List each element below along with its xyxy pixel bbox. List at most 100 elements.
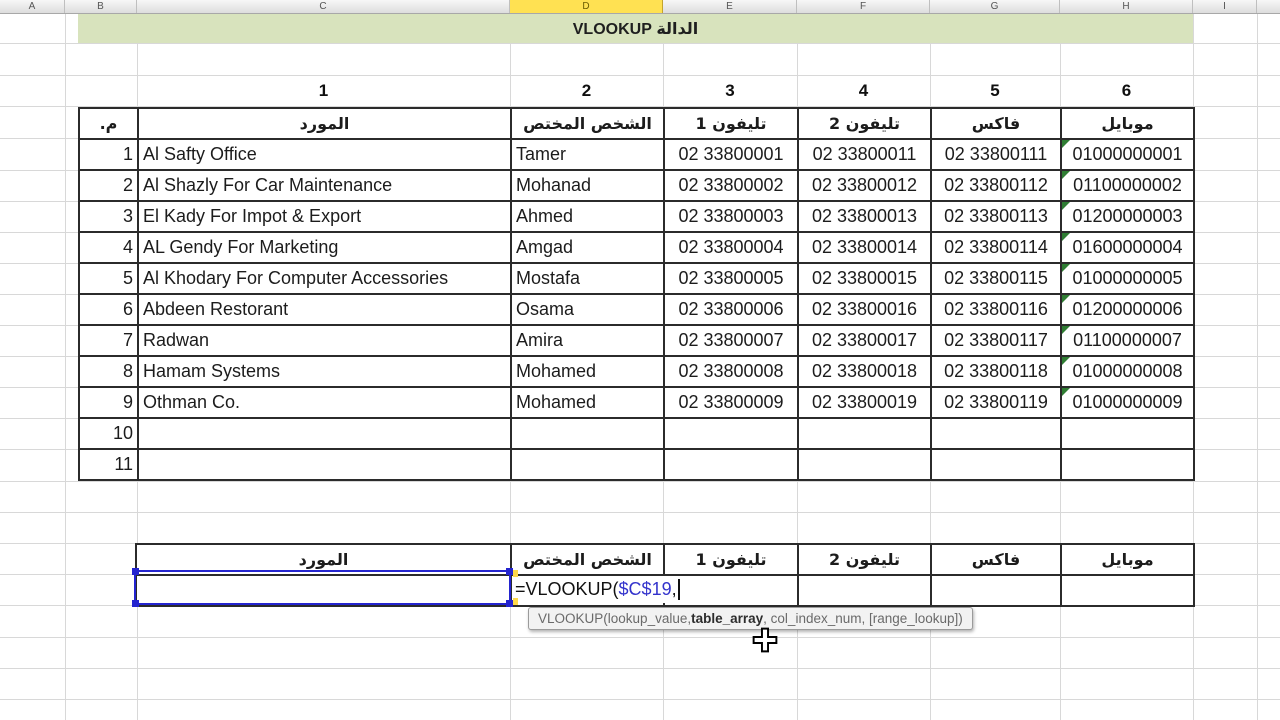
column-index-cell[interactable]: 1 bbox=[318, 80, 329, 100]
column-header-supplier[interactable]: المورد bbox=[137, 107, 512, 140]
cell-person[interactable]: Mohanad bbox=[510, 169, 665, 202]
cell-tel2[interactable]: 02 33800011 bbox=[797, 138, 932, 171]
cell-supplier[interactable] bbox=[135, 574, 512, 607]
cell-num[interactable]: 9 bbox=[78, 386, 139, 419]
cell-tel2[interactable]: 02 33800013 bbox=[797, 200, 932, 233]
selection-handle[interactable] bbox=[506, 600, 513, 607]
cell-tel1[interactable]: 02 33800008 bbox=[663, 355, 799, 388]
formula-edit-cell[interactable]: =VLOOKUP($C$19, bbox=[512, 576, 697, 603]
cell-fax[interactable]: 02 33800119 bbox=[930, 386, 1062, 419]
cell-tel1[interactable]: 02 33800005 bbox=[663, 262, 799, 295]
cell-tel2[interactable] bbox=[797, 448, 932, 481]
cell-tel1[interactable]: 02 33800003 bbox=[663, 200, 799, 233]
cell-tel2[interactable]: 02 33800015 bbox=[797, 262, 932, 295]
cell-fax[interactable] bbox=[930, 574, 1062, 607]
cell-tel1[interactable]: 02 33800006 bbox=[663, 293, 799, 326]
column-header-E[interactable]: E bbox=[663, 0, 797, 13]
cell-supplier[interactable]: Al Khodary For Computer Accessories bbox=[137, 262, 512, 295]
column-header-tel2[interactable]: تليفون 2 bbox=[797, 107, 932, 140]
cell-fax[interactable]: 02 33800117 bbox=[930, 324, 1062, 357]
selection-handle[interactable] bbox=[132, 568, 139, 575]
cell-num[interactable]: 10 bbox=[78, 417, 139, 450]
cell-supplier[interactable]: AL Gendy For Marketing bbox=[137, 231, 512, 264]
cell-supplier[interactable]: Al Safty Office bbox=[137, 138, 512, 171]
cell-supplier[interactable] bbox=[137, 448, 512, 481]
cell-tel2[interactable]: 02 33800017 bbox=[797, 324, 932, 357]
cell-tel2[interactable] bbox=[797, 417, 932, 450]
cell-tel1[interactable]: 02 33800004 bbox=[663, 231, 799, 264]
cell-supplier[interactable] bbox=[137, 417, 512, 450]
column-header-A[interactable]: A bbox=[0, 0, 65, 13]
cell-tel2[interactable]: 02 33800018 bbox=[797, 355, 932, 388]
cell-fax[interactable]: 02 33800115 bbox=[930, 262, 1062, 295]
column-header-fax[interactable]: فاكس bbox=[930, 543, 1062, 576]
cell-num[interactable]: 7 bbox=[78, 324, 139, 357]
cell-tel1[interactable]: 02 33800009 bbox=[663, 386, 799, 419]
cell-supplier[interactable]: Abdeen Restorant bbox=[137, 293, 512, 326]
cell-tel1[interactable]: 02 33800007 bbox=[663, 324, 799, 357]
cell-num[interactable]: 3 bbox=[78, 200, 139, 233]
cell-fax[interactable]: 02 33800116 bbox=[930, 293, 1062, 326]
cell-num[interactable]: 8 bbox=[78, 355, 139, 388]
cell-fax[interactable] bbox=[930, 417, 1062, 450]
column-header-D[interactable]: D bbox=[510, 0, 663, 13]
cell-supplier[interactable]: Al Shazly For Car Maintenance bbox=[137, 169, 512, 202]
cell-fax[interactable]: 02 33800112 bbox=[930, 169, 1062, 202]
cell-supplier[interactable]: El Kady For Impot & Export bbox=[137, 200, 512, 233]
cell-mobile[interactable]: 01100000007 bbox=[1060, 324, 1195, 357]
cell-num[interactable]: 2 bbox=[78, 169, 139, 202]
title-banner-cell[interactable]: الدالة VLOOKUP bbox=[78, 14, 1193, 43]
cell-mobile[interactable] bbox=[1060, 574, 1195, 607]
column-index-cell[interactable]: 2 bbox=[581, 80, 592, 100]
column-header-mobile[interactable]: موبايل bbox=[1060, 107, 1195, 140]
column-header-tel2[interactable]: تليفون 2 bbox=[797, 543, 932, 576]
cell-mobile[interactable]: 01200000006 bbox=[1060, 293, 1195, 326]
cell-person[interactable]: Amgad bbox=[510, 231, 665, 264]
cell-mobile[interactable]: 01000000008 bbox=[1060, 355, 1195, 388]
cell-tel2[interactable]: 02 33800014 bbox=[797, 231, 932, 264]
cell-num[interactable]: 6 bbox=[78, 293, 139, 326]
cell-mobile[interactable] bbox=[1060, 448, 1195, 481]
column-index-cell[interactable]: 4 bbox=[858, 80, 869, 100]
cell-person[interactable]: Osama bbox=[510, 293, 665, 326]
cell-supplier[interactable]: Hamam Systems bbox=[137, 355, 512, 388]
cell-person[interactable]: Amira bbox=[510, 324, 665, 357]
cell-tel1[interactable] bbox=[663, 417, 799, 450]
cell-tel2[interactable]: 02 33800012 bbox=[797, 169, 932, 202]
cell-mobile[interactable]: 01200000003 bbox=[1060, 200, 1195, 233]
cell-person[interactable]: Tamer bbox=[510, 138, 665, 171]
column-header-F[interactable]: F bbox=[797, 0, 930, 13]
column-index-cell[interactable]: 5 bbox=[990, 80, 1000, 100]
cell-num[interactable]: 1 bbox=[78, 138, 139, 171]
cell-fax[interactable]: 02 33800113 bbox=[930, 200, 1062, 233]
column-header-mobile[interactable]: موبايل bbox=[1060, 543, 1195, 576]
cell-supplier[interactable]: Radwan bbox=[137, 324, 512, 357]
column-index-cell[interactable]: 6 bbox=[1121, 80, 1132, 100]
cell-mobile[interactable]: 01000000001 bbox=[1060, 138, 1195, 171]
column-header-person[interactable]: الشخص المختص bbox=[510, 543, 665, 576]
cell-num[interactable]: 4 bbox=[78, 231, 139, 264]
cell-person[interactable] bbox=[510, 417, 665, 450]
cell-person[interactable] bbox=[510, 448, 665, 481]
cell-fax[interactable]: 02 33800111 bbox=[930, 138, 1062, 171]
cell-person[interactable]: Mohamed bbox=[510, 386, 665, 419]
cell-tel2[interactable]: 02 33800019 bbox=[797, 386, 932, 419]
cell-tel1[interactable]: 02 33800002 bbox=[663, 169, 799, 202]
cell-mobile[interactable]: 01000000009 bbox=[1060, 386, 1195, 419]
selection-handle[interactable] bbox=[506, 568, 513, 575]
column-header-H[interactable]: H bbox=[1060, 0, 1193, 13]
cell-supplier[interactable]: Othman Co. bbox=[137, 386, 512, 419]
column-index-cell[interactable]: 3 bbox=[725, 80, 735, 100]
cell-person[interactable]: Ahmed bbox=[510, 200, 665, 233]
cell-num[interactable]: 11 bbox=[78, 448, 139, 481]
column-header-C[interactable]: C bbox=[137, 0, 510, 13]
cell-fax[interactable]: 02 33800114 bbox=[930, 231, 1062, 264]
column-header-tel1[interactable]: تليفون 1 bbox=[663, 543, 799, 576]
cell-mobile[interactable] bbox=[1060, 417, 1195, 450]
cell-tel2[interactable]: 02 33800016 bbox=[797, 293, 932, 326]
column-header-person[interactable]: الشخص المختص bbox=[510, 107, 665, 140]
column-header-B[interactable]: B bbox=[65, 0, 137, 13]
selection-handle[interactable] bbox=[132, 600, 139, 607]
cell-tel2[interactable] bbox=[797, 574, 932, 607]
column-header-I[interactable]: I bbox=[1193, 0, 1257, 13]
